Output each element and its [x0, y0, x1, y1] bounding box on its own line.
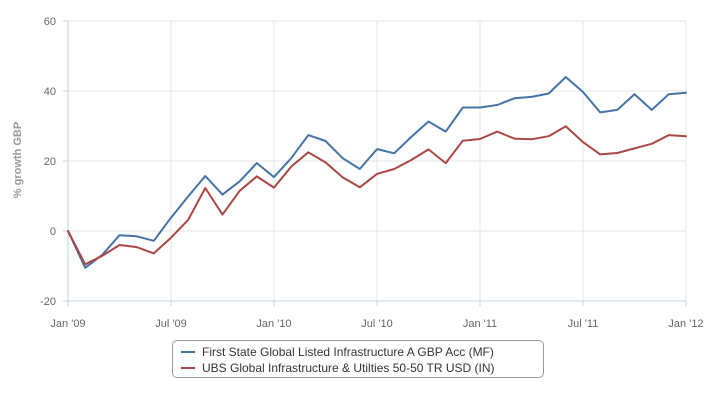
x-tick-label: Jan '10	[256, 318, 291, 330]
grid	[67, 20, 687, 302]
axes: 60 40 20 0 -20 Jan '09 Jul '09 Jan '10 Jul '10 Ja…	[40, 16, 703, 330]
x-tick-label: Jul '11	[568, 318, 599, 330]
x-tick-label: Jul '10	[361, 318, 392, 330]
legend-item-ubs[interactable]: UBS Global Infrastructure & Utilties 50-…	[181, 360, 495, 376]
x-tick-label: Jan '11	[463, 318, 497, 330]
y-tick-label: 20	[44, 156, 56, 168]
legend: First State Global Listed Infrastructure…	[172, 340, 544, 378]
x-tick-label: Jan '12	[668, 318, 703, 330]
y-tick-label: 40	[44, 86, 56, 98]
series-line-ubs	[67, 125, 687, 266]
series-line-first-state	[67, 76, 687, 269]
series-layer	[67, 76, 687, 269]
legend-label-ubs: UBS Global Infrastructure & Utilties 50-…	[202, 361, 495, 375]
y-tick-label: -20	[40, 296, 56, 308]
legend-label-first-state: First State Global Listed Infrastructure…	[202, 345, 494, 359]
y-axis-title: % growth GBP	[12, 122, 24, 198]
legend-item-first-state[interactable]: First State Global Listed Infrastructure…	[181, 344, 494, 360]
y-tick-label: 60	[44, 16, 56, 28]
legend-swatch-ubs	[181, 367, 195, 369]
legend-swatch-first-state	[181, 351, 195, 353]
x-tick-label: Jul '09	[155, 318, 186, 330]
y-tick-label: 0	[50, 226, 56, 238]
x-tick-label: Jan '09	[50, 318, 85, 330]
